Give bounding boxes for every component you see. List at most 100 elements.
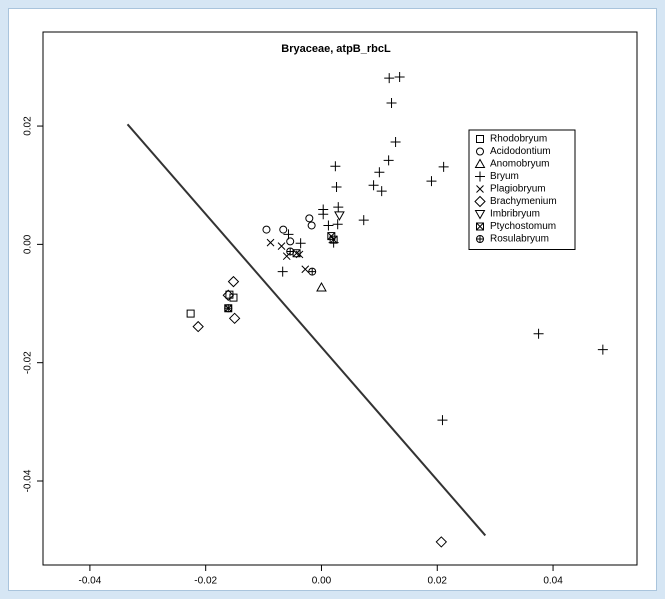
plot-box [42, 31, 638, 566]
point [307, 221, 316, 230]
legend-label: Rhodobryum [490, 134, 547, 145]
marker-part [476, 135, 484, 143]
marker-part [426, 176, 437, 187]
y-tick-label: -0.02 [23, 351, 34, 374]
point [374, 167, 385, 178]
point [333, 202, 344, 213]
marker-part [228, 312, 241, 325]
marker-part [332, 219, 343, 230]
point [331, 181, 342, 192]
legend-marker [476, 235, 484, 243]
legend-label: Acidodontium [490, 146, 551, 157]
point [394, 71, 405, 82]
marker-part [384, 73, 395, 84]
point [437, 415, 448, 426]
marker-part [224, 304, 232, 312]
marker-part [222, 289, 234, 301]
marker-part [323, 220, 334, 231]
marker-part [437, 415, 448, 426]
legend-marker [474, 195, 486, 208]
legend-marker [476, 185, 484, 193]
point [386, 97, 397, 108]
marker-part [368, 180, 379, 191]
marker-part [476, 235, 484, 243]
legend-marker [474, 158, 486, 168]
marker-part [305, 214, 314, 223]
marker-part [295, 238, 306, 249]
point [358, 215, 369, 226]
point [435, 536, 448, 548]
marker-part [266, 238, 275, 247]
point [305, 214, 314, 223]
marker-part [597, 344, 608, 355]
point [329, 235, 338, 244]
marker-part [330, 161, 341, 172]
marker-part [476, 222, 484, 231]
marker-part [394, 71, 405, 82]
marker-part [308, 268, 316, 276]
point [330, 161, 341, 172]
point [262, 225, 271, 234]
legend-box [468, 129, 576, 250]
point [332, 219, 343, 230]
point [227, 275, 240, 288]
point [383, 155, 394, 166]
marker-part [307, 221, 316, 230]
point [368, 180, 379, 191]
point [426, 176, 437, 187]
marker-part [390, 137, 401, 148]
marker-part [277, 242, 286, 250]
legend-marker [476, 147, 484, 156]
point [286, 237, 295, 246]
marker-part [376, 186, 387, 197]
legend-label: Brachymenium [490, 196, 557, 207]
y-tick-label: 0.02 [23, 116, 34, 136]
point [266, 238, 275, 247]
reference-line [126, 123, 487, 537]
point [438, 161, 449, 172]
marker-part [192, 320, 204, 333]
point [316, 282, 327, 292]
point [222, 289, 234, 301]
y-tick-label: -0.04 [23, 469, 34, 492]
point [224, 304, 233, 313]
marker-part [229, 293, 238, 302]
point [283, 229, 294, 240]
legend-label: Imbribryum [490, 209, 540, 220]
marker-part [435, 536, 448, 548]
marker-part [292, 249, 301, 258]
marker-part [474, 195, 486, 208]
marker-part [283, 229, 294, 240]
marker-part [358, 215, 369, 226]
point [192, 320, 204, 333]
legend-marker [474, 210, 486, 220]
marker-part [374, 167, 385, 178]
legend-label: Ptychostomum [490, 221, 556, 232]
marker-part [331, 181, 342, 192]
marker-part [474, 158, 486, 168]
y-tick-label: 0.00 [23, 234, 34, 254]
legend-label: Bryum [490, 171, 519, 182]
point [277, 242, 286, 250]
marker-part [476, 222, 484, 231]
point [308, 267, 317, 276]
marker-part [474, 210, 486, 220]
legend-marker [476, 222, 484, 231]
marker-part [286, 247, 294, 255]
x-tick-label: -0.04 [78, 576, 101, 587]
x-tick-label: 0.02 [428, 576, 448, 587]
marker-part [476, 185, 484, 193]
point [295, 238, 306, 249]
point [286, 247, 295, 256]
marker-part [475, 171, 485, 182]
point [186, 309, 195, 318]
point [228, 312, 241, 325]
point [323, 220, 334, 231]
x-tick-label: -0.02 [194, 576, 217, 587]
marker-part [282, 252, 291, 261]
marker-part [386, 97, 397, 108]
marker-part [279, 225, 288, 234]
point [277, 266, 288, 277]
marker-part [334, 211, 345, 221]
